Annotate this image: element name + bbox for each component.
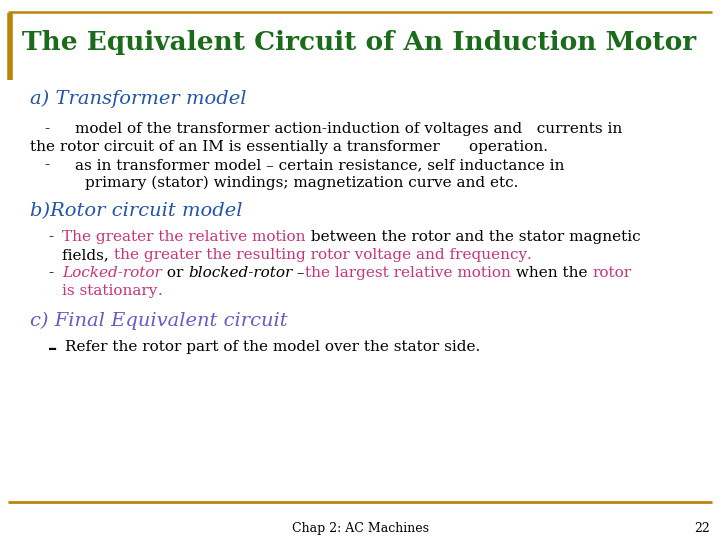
Text: Locked-rotor: Locked-rotor <box>62 266 162 280</box>
Text: -: - <box>48 230 53 244</box>
Text: .: . <box>158 284 162 298</box>
Text: fields,: fields, <box>62 248 114 262</box>
Text: a) Transformer model: a) Transformer model <box>30 90 246 108</box>
Text: -: - <box>44 122 49 136</box>
Text: The greater the relative motion: The greater the relative motion <box>62 230 305 244</box>
Text: c) Final Equivalent circuit: c) Final Equivalent circuit <box>30 312 287 330</box>
Text: b)Rotor circuit model: b)Rotor circuit model <box>30 202 243 220</box>
Text: primary (stator) windings; magnetization curve and etc.: primary (stator) windings; magnetization… <box>85 176 518 191</box>
Text: is stationary: is stationary <box>62 284 158 298</box>
Text: the largest relative motion: the largest relative motion <box>305 266 510 280</box>
Text: the greater the resulting rotor voltage and frequency: the greater the resulting rotor voltage … <box>114 248 527 262</box>
Text: model of the transformer action-induction of voltages and   currents in: model of the transformer action-inductio… <box>75 122 622 136</box>
Text: –: – <box>48 340 57 358</box>
Text: –: – <box>292 266 305 280</box>
Text: -: - <box>48 266 53 280</box>
Text: Chap 2: AC Machines: Chap 2: AC Machines <box>292 522 428 535</box>
Text: blocked-rotor: blocked-rotor <box>188 266 292 280</box>
Text: or: or <box>162 266 188 280</box>
Text: Refer the rotor part of the model over the stator side.: Refer the rotor part of the model over t… <box>65 340 480 354</box>
Text: .: . <box>527 248 531 262</box>
Text: as in transformer model – certain resistance, self inductance in: as in transformer model – certain resist… <box>75 158 564 172</box>
Text: rotor: rotor <box>592 266 631 280</box>
Text: when the: when the <box>510 266 592 280</box>
Text: The Equivalent Circuit of An Induction Motor: The Equivalent Circuit of An Induction M… <box>22 30 696 55</box>
Text: -: - <box>44 158 49 172</box>
Text: the rotor circuit of an IM is essentially a transformer      operation.: the rotor circuit of an IM is essentiall… <box>30 140 548 154</box>
Text: 22: 22 <box>694 522 710 535</box>
Text: between the rotor and the stator magnetic: between the rotor and the stator magneti… <box>305 230 640 244</box>
